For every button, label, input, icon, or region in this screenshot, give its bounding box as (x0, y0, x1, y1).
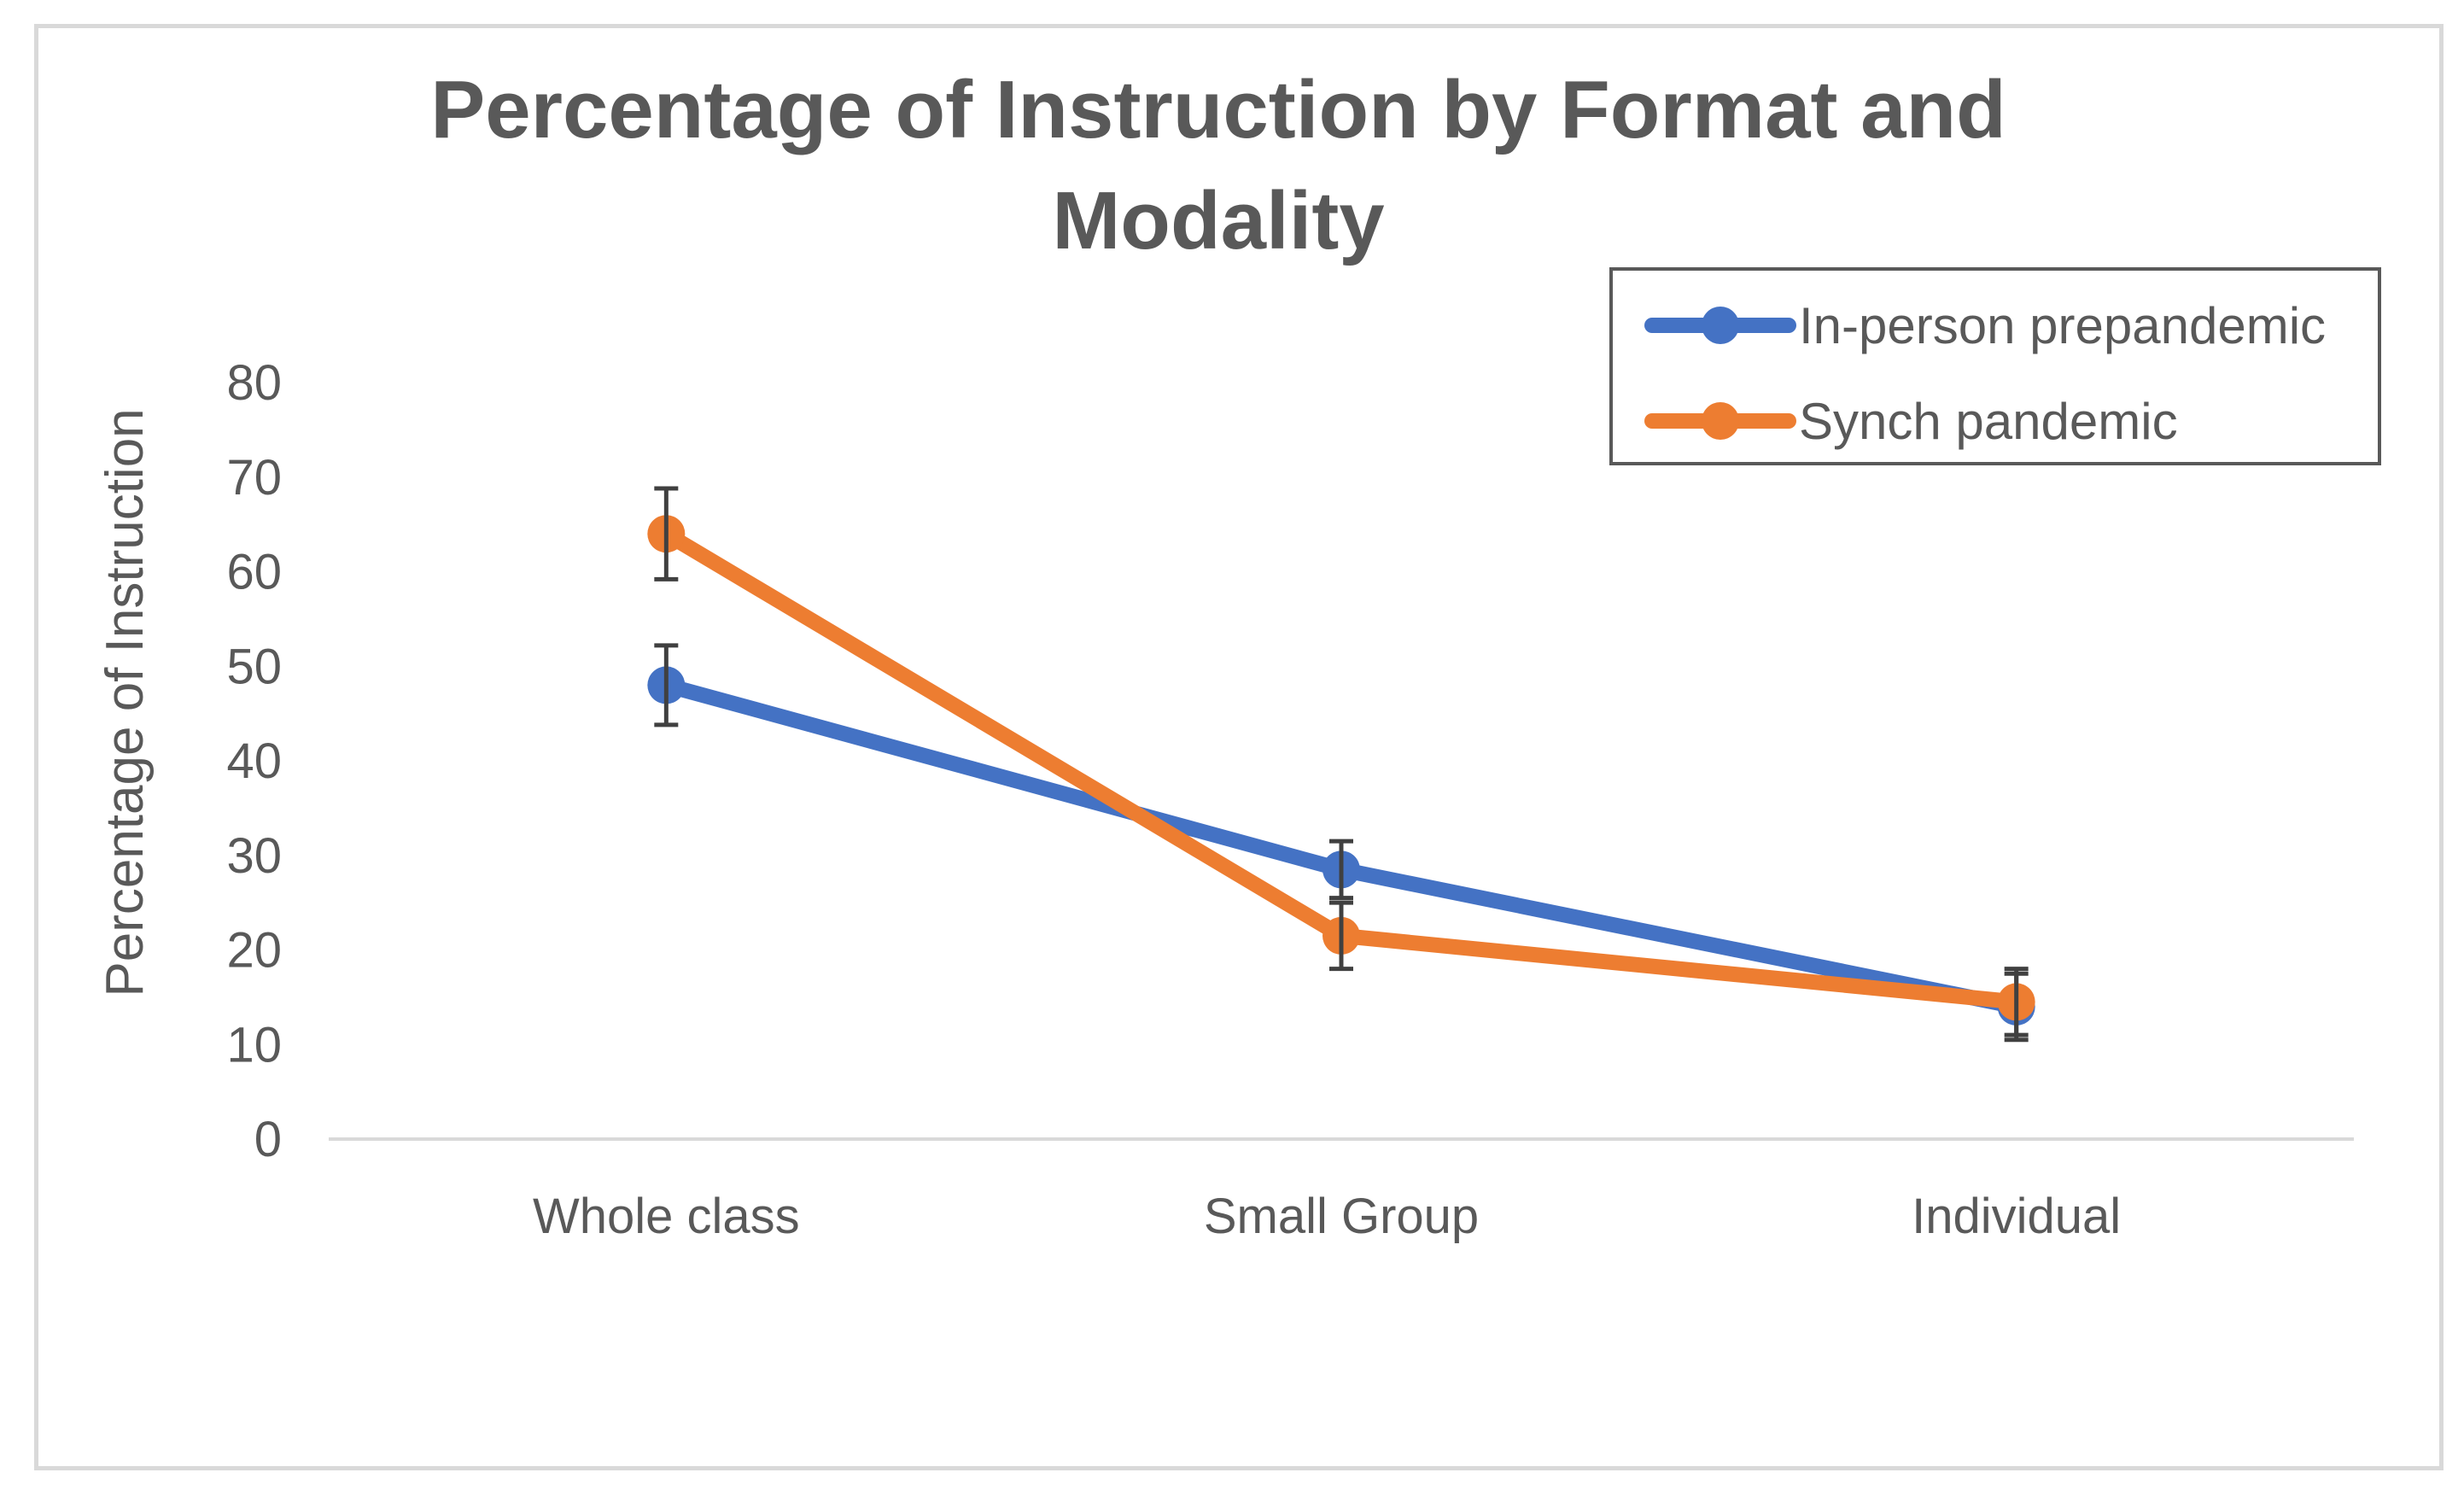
chart-frame: Percentage of Instruction by Format and … (34, 24, 2444, 1470)
y-axis-title: Percentage of Instruction (96, 408, 155, 996)
legend-item: In-person prepandemic (1644, 297, 2326, 354)
y-tick-label: 70 (226, 450, 282, 505)
y-tick-label: 10 (226, 1017, 282, 1072)
y-tick-label: 20 (226, 923, 282, 979)
error-bar (1329, 839, 1353, 901)
chart-title: Percentage of Instruction by Format and … (430, 64, 2006, 266)
error-bar (654, 643, 679, 728)
series-layer (647, 486, 2035, 1043)
error-bar (2004, 967, 2029, 1037)
y-axis-ticks: 0 10 20 30 40 50 60 70 80 (226, 355, 282, 1167)
y-tick-label: 0 (254, 1112, 282, 1167)
y-tick-label: 80 (226, 355, 282, 411)
chart-title-line-1: Percentage of Instruction by Format and (430, 64, 2006, 155)
y-tick-label: 60 (226, 545, 282, 600)
chart-title-line-2: Modality (1052, 175, 1384, 266)
y-tick-label: 50 (226, 639, 282, 694)
x-tick-label: Individual (1912, 1189, 2121, 1244)
legend-item: Synch pandemic (1644, 393, 2178, 450)
x-tick-label: Small Group (1204, 1189, 1479, 1244)
x-axis-ticks: Whole class Small Group Individual (533, 1189, 2121, 1244)
series-synch-pandemic (647, 486, 2035, 1037)
legend-swatch-marker (1702, 402, 1739, 440)
legend-box (1609, 267, 2381, 465)
x-tick-label: Whole class (533, 1189, 800, 1244)
legend-label: Synch pandemic (1799, 393, 2178, 450)
y-tick-label: 30 (226, 828, 282, 884)
y-tick-label: 40 (226, 733, 282, 789)
error-bar (1329, 900, 1353, 972)
error-bar (654, 486, 679, 581)
legend-swatch-marker (1702, 307, 1739, 344)
legend: In-person prepandemic Synch pandemic (1609, 267, 2381, 465)
line-chart: Percentage of Instruction by Format and … (96, 64, 2381, 1244)
legend-label: In-person prepandemic (1799, 297, 2326, 354)
